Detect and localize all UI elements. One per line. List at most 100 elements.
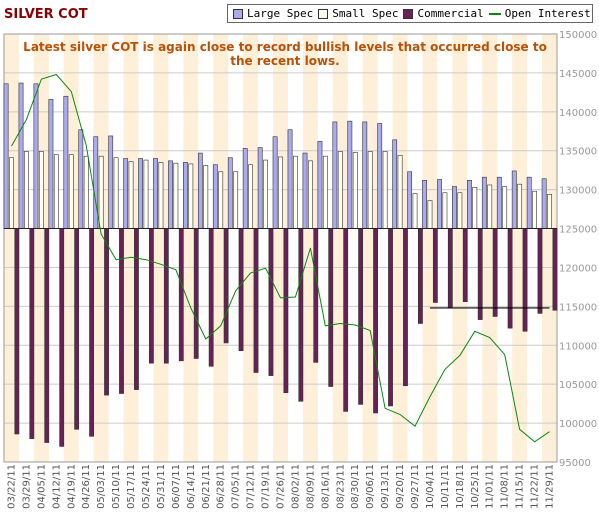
y-tick-label: 150000 bbox=[559, 30, 597, 41]
x-tick-label: 07/19/11 bbox=[261, 464, 272, 509]
commercial-bar bbox=[59, 228, 65, 447]
small-spec-bar bbox=[352, 151, 358, 229]
chart-legend: Large Spec Small Spec Commercial Open In… bbox=[227, 4, 593, 23]
period-band bbox=[213, 34, 229, 462]
legend-item-large-spec: Large Spec bbox=[233, 7, 313, 20]
x-tick-label: 09/06/11 bbox=[365, 464, 376, 509]
x-tick-label: 06/21/11 bbox=[201, 464, 212, 509]
small-spec-bar bbox=[307, 160, 313, 229]
large-spec-bar bbox=[93, 136, 99, 229]
chart-annotation: Latest silver COT is again close to reco… bbox=[23, 40, 547, 68]
large-spec-bar bbox=[302, 152, 308, 229]
small-spec-bar bbox=[442, 192, 448, 229]
legend-label-open-interest: Open Interest bbox=[504, 7, 591, 20]
large-spec-bar bbox=[242, 148, 248, 229]
x-tick-label: 07/05/11 bbox=[231, 464, 242, 509]
y-tick-label: 100000 bbox=[559, 419, 597, 430]
large-spec-bar bbox=[183, 162, 188, 229]
y-tick-label: 120000 bbox=[559, 263, 597, 274]
x-tick-label: 06/14/11 bbox=[186, 464, 197, 509]
commercial-bar bbox=[477, 228, 483, 320]
large-spec-bar bbox=[168, 160, 173, 229]
commercial-bar bbox=[537, 228, 543, 314]
large-spec-bar bbox=[287, 129, 293, 229]
commercial-bar bbox=[507, 228, 513, 329]
large-spec-bar bbox=[422, 179, 427, 229]
x-tick-label: 11/01/11 bbox=[485, 464, 496, 509]
small-spec-bar bbox=[248, 164, 254, 229]
small-spec-bar bbox=[53, 154, 59, 229]
x-tick-label: 03/29/11 bbox=[21, 464, 32, 509]
x-tick-label: 08/02/11 bbox=[290, 464, 301, 509]
x-tick-label: 05/03/11 bbox=[96, 464, 107, 509]
large-spec-bar bbox=[332, 121, 338, 229]
small-spec-bar bbox=[24, 151, 29, 229]
commercial-bar bbox=[343, 228, 349, 412]
small-spec-bar bbox=[9, 157, 14, 229]
small-spec-bar bbox=[158, 162, 164, 229]
commercial-bar bbox=[134, 228, 139, 390]
chart-title: SILVER COT bbox=[4, 7, 88, 22]
small-spec-bar bbox=[263, 159, 268, 229]
large-spec-bar bbox=[347, 120, 353, 229]
x-tick-label: 10/25/11 bbox=[470, 464, 481, 509]
small-spec-bar bbox=[397, 155, 403, 229]
legend-swatch-commercial bbox=[403, 8, 414, 19]
large-spec-bar bbox=[138, 158, 143, 229]
large-spec-bar bbox=[3, 83, 9, 229]
small-spec-bar bbox=[337, 151, 343, 229]
commercial-bar bbox=[89, 228, 95, 437]
x-tick-label: 07/26/11 bbox=[276, 464, 287, 509]
commercial-bar bbox=[313, 228, 319, 363]
x-tick-label: 03/22/11 bbox=[6, 464, 17, 509]
large-spec-bar bbox=[526, 176, 532, 229]
large-spec-bar bbox=[78, 129, 84, 229]
commercial-bar bbox=[373, 228, 378, 414]
x-tick-label: 11/15/11 bbox=[515, 464, 526, 509]
small-spec-bar bbox=[517, 183, 523, 229]
small-spec-bar bbox=[547, 194, 552, 229]
legend-item-commercial: Commercial bbox=[403, 7, 484, 20]
commercial-bar bbox=[119, 228, 124, 394]
small-spec-bar bbox=[188, 163, 194, 229]
commercial-bar bbox=[492, 228, 498, 317]
period-band bbox=[542, 34, 557, 462]
commercial-bar bbox=[552, 228, 558, 311]
legend-item-open-interest: Open Interest bbox=[488, 7, 591, 20]
small-spec-bar bbox=[367, 151, 373, 229]
commercial-bar bbox=[447, 228, 453, 309]
commercial-bar bbox=[268, 228, 274, 376]
period-band bbox=[452, 34, 468, 462]
x-tick-label: 04/12/11 bbox=[51, 464, 62, 509]
x-tick-label: 06/28/11 bbox=[216, 464, 227, 509]
y-tick-label: 110000 bbox=[559, 341, 597, 352]
large-spec-bar bbox=[496, 176, 502, 229]
y-tick-label: 115000 bbox=[559, 302, 597, 313]
large-spec-bar bbox=[437, 179, 442, 229]
commercial-bar bbox=[29, 228, 35, 439]
period-band bbox=[482, 34, 498, 462]
small-spec-bar bbox=[203, 165, 209, 229]
large-spec-bar bbox=[392, 139, 398, 229]
commercial-bar bbox=[74, 228, 80, 430]
commercial-bar bbox=[522, 228, 528, 332]
y-tick-label: 95000 bbox=[559, 458, 591, 469]
small-spec-bar bbox=[427, 200, 433, 229]
x-tick-label: 11/29/11 bbox=[545, 464, 556, 509]
commercial-bar bbox=[178, 228, 184, 362]
large-spec-bar bbox=[362, 121, 368, 229]
x-tick-label: 11/08/11 bbox=[500, 464, 511, 509]
large-spec-bar bbox=[153, 158, 158, 229]
small-spec-bar bbox=[113, 157, 119, 229]
commercial-bar bbox=[418, 228, 423, 324]
x-tick-label: 06/07/11 bbox=[171, 464, 182, 509]
commercial-bar bbox=[328, 228, 334, 387]
commercial-bar bbox=[253, 228, 259, 373]
x-tick-label: 10/11/11 bbox=[440, 464, 451, 509]
y-tick-label: 145000 bbox=[559, 69, 597, 80]
x-tick-label: 08/16/11 bbox=[320, 464, 331, 509]
x-tick-label: 05/24/11 bbox=[141, 464, 152, 509]
large-spec-bar bbox=[541, 178, 547, 229]
x-tick-label: 05/17/11 bbox=[126, 464, 137, 509]
small-spec-bar bbox=[143, 159, 149, 229]
